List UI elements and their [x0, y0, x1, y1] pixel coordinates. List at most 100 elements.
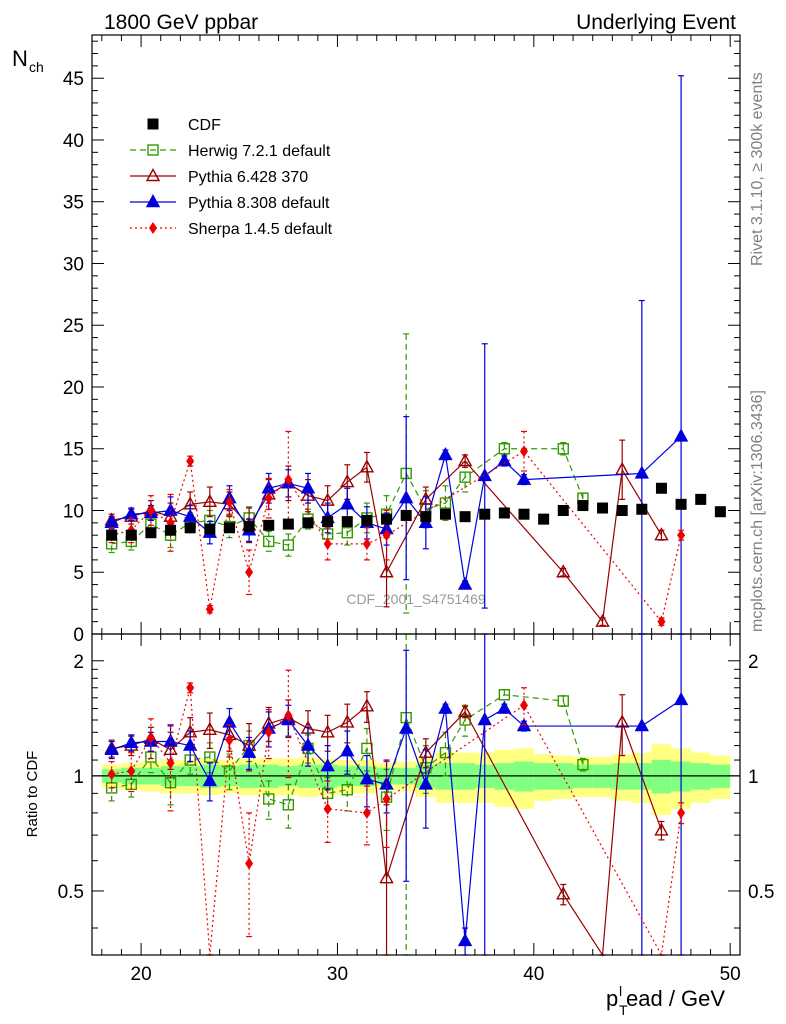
legend-item: CDF	[147, 117, 221, 134]
data-point	[362, 806, 371, 819]
data-point	[557, 504, 569, 516]
data-point	[654, 822, 669, 836]
data-point	[183, 508, 198, 522]
data-point	[418, 776, 433, 790]
data-point	[438, 446, 453, 461]
x-tick-label: 40	[523, 964, 544, 985]
series-line	[111, 694, 584, 806]
main-ylabel: N ch	[12, 46, 44, 75]
data-point	[340, 743, 355, 757]
data-point	[497, 700, 512, 714]
y-tick-label: 20	[63, 378, 84, 399]
ylabel-n: N	[12, 46, 28, 71]
data-point	[556, 564, 571, 578]
series-line	[111, 687, 682, 957]
data-point	[439, 497, 452, 509]
data-point	[282, 799, 295, 811]
data-point	[341, 784, 353, 796]
series-line	[111, 450, 682, 623]
data-point	[263, 793, 275, 805]
data-point	[300, 480, 316, 494]
data-point	[183, 737, 198, 751]
data-point	[202, 772, 217, 787]
legend-marker	[147, 144, 159, 156]
data-point	[361, 514, 373, 526]
legend-label: Pythia 8.308 default	[188, 195, 330, 212]
data-point	[264, 726, 273, 739]
data-point	[516, 471, 532, 485]
main-panel: CDF_2001_S4751469 CDF Herwig 7.2.1 defaul…	[12, 34, 741, 646]
legend-item: Herwig 7.2.1 default	[130, 143, 331, 160]
data-point	[459, 471, 471, 483]
data-point	[146, 504, 155, 517]
x-tick-label: 20	[131, 964, 152, 985]
data-point	[124, 506, 139, 520]
series-cdf	[106, 482, 726, 541]
data-point	[520, 699, 528, 712]
data-point	[673, 428, 689, 442]
data-point	[186, 681, 195, 694]
data-point	[457, 576, 473, 590]
legend-label: Pythia 6.428 370	[188, 169, 308, 186]
data-point	[107, 768, 116, 781]
data-point	[520, 445, 528, 458]
ratio-y-tick-label-right: 2	[748, 652, 759, 673]
data-point	[165, 524, 177, 536]
data-point	[263, 535, 275, 548]
data-point	[675, 498, 687, 510]
uncertainty-band-inner	[651, 760, 672, 794]
data-point	[477, 712, 492, 726]
data-point	[382, 529, 391, 542]
legend-marker	[147, 118, 159, 130]
data-point	[577, 758, 589, 771]
data-point	[223, 765, 236, 777]
data-point	[300, 737, 316, 751]
data-point	[616, 504, 628, 516]
ratio-panel: 0.5 0.5 1 1 2 2 20 30 40 50 Ratio to CDF p T l ea…	[24, 633, 774, 1018]
legend-item: Sherpa 1.4.5 default	[130, 221, 333, 238]
data-point	[362, 537, 371, 550]
data-point	[477, 467, 492, 482]
data-point	[518, 508, 530, 520]
data-point	[438, 700, 453, 714]
data-point	[106, 529, 118, 541]
data-point	[439, 746, 452, 759]
data-point	[636, 503, 648, 515]
data-point	[497, 453, 512, 467]
data-point	[241, 744, 257, 758]
data-point	[264, 492, 273, 505]
data-point	[320, 758, 335, 772]
data-point	[459, 511, 471, 523]
legend-marker	[149, 222, 157, 234]
data-point	[381, 513, 393, 525]
data-point	[714, 506, 726, 518]
uncertainty-band-inner	[514, 761, 534, 792]
mcplots-label: mcplots.cern.ch [arXiv:1306.3436]	[749, 390, 766, 632]
ratio-y-tick-label-right: 0.5	[748, 882, 774, 903]
data-point	[677, 806, 686, 819]
y-tick-label: 35	[63, 193, 84, 214]
series-sherpa-1-4-5-default	[107, 669, 686, 957]
data-point	[163, 733, 178, 747]
x-tick-label: 50	[720, 964, 741, 985]
data-point	[597, 502, 609, 514]
xlabel-p: p	[606, 986, 618, 1011]
x-tick-label: 30	[327, 964, 348, 985]
data-point	[341, 527, 353, 539]
ratio-ylabel: Ratio to CDF	[24, 751, 41, 838]
data-point	[400, 509, 412, 521]
legend: CDF Herwig 7.2.1 default Pythia 6.428 370 P…	[130, 117, 333, 238]
y-tick-label: 45	[63, 69, 84, 90]
legend-label: CDF	[188, 117, 221, 134]
data-point	[225, 495, 234, 508]
data-point	[654, 527, 669, 541]
data-point	[186, 455, 195, 468]
data-point	[202, 721, 217, 735]
series-line	[111, 699, 682, 942]
data-point	[379, 564, 394, 578]
data-point	[379, 870, 394, 884]
data-point	[205, 603, 214, 616]
data-point	[245, 857, 254, 870]
data-point	[359, 698, 375, 712]
ylabel-ch: ch	[29, 59, 44, 75]
